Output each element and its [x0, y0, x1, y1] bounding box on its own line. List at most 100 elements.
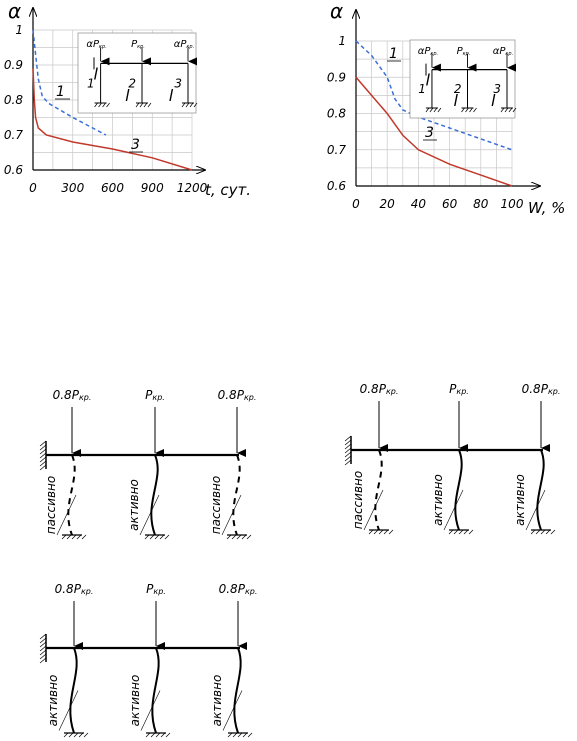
y-tick-label: 0.8	[4, 93, 23, 107]
series-line-3	[355, 76, 513, 187]
y-tick-label: 1	[15, 23, 23, 37]
frame-column-2	[150, 454, 159, 536]
y-tick-label: 0.9	[327, 70, 346, 84]
frame-support-hatch	[383, 529, 389, 535]
chart-moisture: 0 20 40 60 80 100 0.6 0.7 0.8 0.9 1 α W, % 1 3 αPк…	[327, 0, 566, 217]
inset-load-label: αPкр.	[418, 46, 438, 57]
frame-column-label: активно	[210, 675, 224, 727]
chart-time-axes	[33, 8, 205, 170]
chart-moisture-x-label: W, %	[528, 199, 565, 217]
frame-support-hatch	[231, 534, 237, 540]
frame-support-hatch	[388, 529, 394, 535]
inset-support-hatch	[500, 107, 505, 113]
frame-support-hatch	[232, 732, 238, 738]
frame-wall-hatch	[344, 451, 352, 458]
frame-support-hatch	[61, 534, 67, 540]
chart-moisture-y-label: α	[330, 0, 343, 23]
frame-wall-hatch	[344, 447, 352, 454]
inset-support-hatch	[185, 102, 190, 108]
frame-support-hatch	[149, 534, 155, 540]
inset-load-subscript: кр.	[99, 44, 107, 50]
x-tick-label: 100	[501, 197, 524, 211]
inset-support-hatch	[512, 107, 517, 113]
frame-load-label: 0.8Pкр.	[218, 388, 257, 402]
frame-support-hatch	[535, 529, 541, 535]
frame-wall-hatch	[39, 653, 47, 660]
inset-span-label: l	[169, 86, 174, 105]
frame-column-1	[67, 454, 76, 536]
frame-wall-hatch	[344, 455, 352, 462]
x-tick-label: 0	[29, 181, 37, 195]
frame-wall-hatch	[39, 464, 47, 471]
chart-moisture-tick-labels: 0 20 40 60 80 100 0.6 0.7 0.8 0.9 1	[327, 34, 524, 211]
frame-load-label: Pкр.	[449, 382, 469, 396]
frame-column-label: активно	[513, 474, 527, 526]
frame-support-hatch	[145, 732, 151, 738]
frame-support-hatch	[66, 534, 72, 540]
inset-support-hatch	[469, 107, 473, 113]
frame-wall-hatch	[344, 443, 352, 450]
frame-column-2	[454, 449, 463, 531]
inset-column-label: 3	[174, 76, 182, 90]
inset-height-label: l	[94, 64, 99, 83]
frame-column-label: активно	[128, 675, 142, 727]
frame-support-hatch	[378, 529, 384, 535]
chart-time-series	[32, 29, 193, 171]
x-tick-label: 1200	[177, 181, 208, 195]
frame-load-label: 0.8Pкр.	[55, 582, 94, 596]
frame-support-hatch	[448, 529, 454, 535]
frame-support-hatch	[227, 732, 233, 738]
inset-load-label: Pкр.	[131, 39, 145, 50]
series-line-1	[32, 29, 107, 136]
inset-support-hatch	[433, 107, 438, 113]
chart-moisture-series-1-label: 1	[389, 46, 398, 62]
frame-support-hatch	[241, 534, 247, 540]
chart-time-y-label: α	[8, 0, 21, 23]
frame-wall-hatch	[39, 444, 47, 451]
frame-load-label: 0.8Pкр.	[219, 582, 258, 596]
inset-load-subscript: кр.	[505, 51, 513, 57]
inset-load-label: Pкр.	[457, 46, 471, 57]
frame-column-3	[232, 454, 241, 536]
inset-span-label: l	[125, 86, 130, 105]
frame-support-hatch	[468, 529, 474, 535]
inset-load-label: αPкр.	[86, 39, 106, 50]
frame-wall-hatch	[344, 435, 352, 442]
chart-moisture-series-3-label: 3	[425, 125, 434, 141]
y-tick-label: 0.6	[327, 179, 346, 193]
frame-label-leader	[58, 690, 79, 731]
inset-column-label: 1	[87, 76, 95, 90]
series-line-3	[32, 68, 193, 171]
frame-wall-hatch	[39, 649, 47, 656]
frame-support-hatch	[246, 534, 252, 540]
frame-support-hatch	[458, 529, 464, 535]
frame-wall-hatch	[39, 645, 47, 652]
inset-height-label: l	[426, 71, 431, 90]
chart-time-x-label: t, сут.	[205, 181, 251, 199]
y-tick-label: 0.7	[4, 128, 23, 142]
frame-load-subscript: кр.	[244, 393, 256, 402]
y-tick-label: 0.9	[4, 58, 23, 72]
x-tick-label: 600	[101, 181, 124, 195]
frame-label-leader	[221, 494, 242, 536]
x-tick-label: 900	[141, 181, 164, 195]
inset-support-hatch	[193, 102, 198, 108]
frame-load-subscript: кр.	[81, 587, 93, 596]
inset-support-hatch	[102, 102, 106, 108]
y-tick-label: 0.6	[4, 163, 23, 177]
inset-support-hatch	[181, 102, 186, 108]
y-tick-label: 0.8	[327, 107, 346, 121]
frame-load-subscript: кр.	[548, 387, 560, 396]
inset-support-hatch	[135, 102, 140, 108]
chart-time-tick-labels: 0 300 600 900 1200 0.6 0.7 0.8 0.9 1	[4, 23, 208, 195]
frame-support-hatch	[545, 529, 551, 535]
x-tick-label: 0	[352, 197, 360, 211]
frame-support-hatch	[83, 732, 89, 738]
frame-support-hatch	[368, 529, 374, 535]
x-tick-label: 20	[380, 197, 396, 211]
frame-wall-hatch	[39, 460, 47, 467]
frame-load-subscript: кр.	[456, 387, 468, 396]
frame-label-leader	[443, 489, 464, 531]
